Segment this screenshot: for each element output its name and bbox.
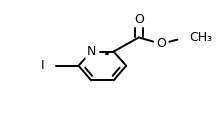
Text: O: O [156, 37, 166, 50]
Text: CH₃: CH₃ [189, 31, 212, 44]
Text: N: N [87, 45, 96, 58]
Text: O: O [134, 13, 144, 26]
Text: I: I [40, 59, 44, 72]
